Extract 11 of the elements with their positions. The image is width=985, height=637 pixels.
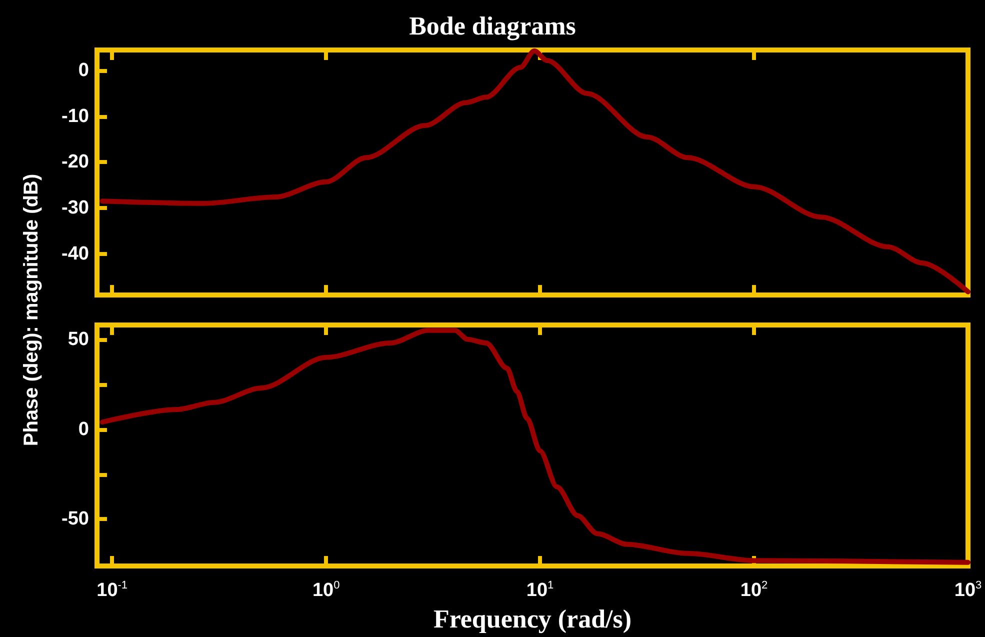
x-axis-title: Frequency (rad/s) [433,604,632,634]
y-tick-label: 50 [68,328,89,350]
y-axis-title: Phase (deg): magnitude (dB) [20,174,44,446]
y-tick-label: -20 [62,152,89,173]
y-tick-label: 0 [78,60,89,82]
y-tick-label: -40 [62,243,89,264]
y-tick-label: 0 [78,418,89,440]
y-tick-label: -10 [62,106,89,127]
y-tick-label: -50 [62,508,89,530]
y-tick-label: -30 [62,197,89,218]
chart-title: Bode diagrams [409,12,576,40]
